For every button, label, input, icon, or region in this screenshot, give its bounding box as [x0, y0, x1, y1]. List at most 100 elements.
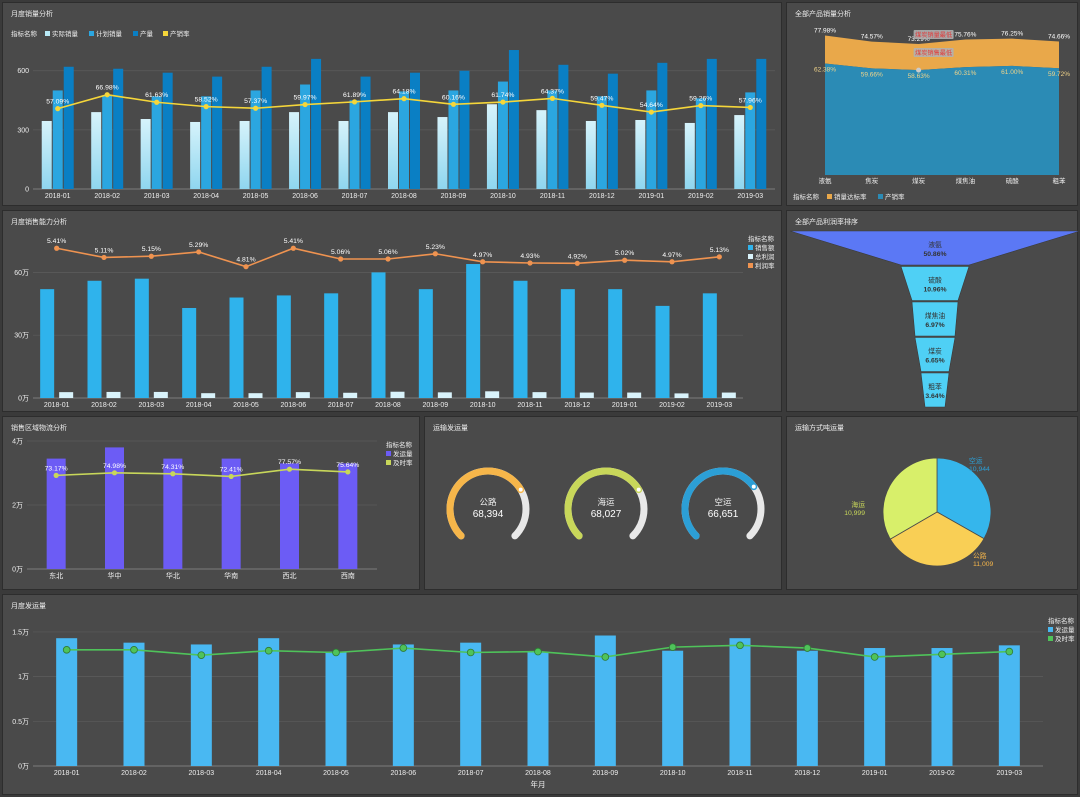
profit-funnel-chart: 液氨 50.86% 硫酸 10.96% 煤焦油 6.97% 煤炭 6.65% 粗苯 3.64% — [789, 230, 1080, 408]
panel-title: 运输方式吨运量 — [795, 425, 844, 432]
data-label: 76.25% — [1001, 31, 1023, 38]
funnel-segment — [789, 230, 1080, 266]
data-label: 4.92% — [568, 253, 587, 260]
panel-title: 全部产品利润率排序 — [795, 219, 858, 226]
bar — [190, 121, 201, 189]
y-tick-label: 1万 — [18, 673, 29, 681]
bar — [221, 458, 241, 569]
pie-label-value: 10,944 — [969, 466, 990, 473]
data-label: 57.09% — [46, 99, 69, 106]
data-label: 5.06% — [378, 249, 397, 256]
gauge-name: 空运 — [714, 497, 732, 507]
bar — [734, 115, 745, 189]
legend-swatch — [1048, 627, 1053, 632]
bar — [657, 62, 668, 190]
line-point — [170, 471, 176, 477]
x-tick-label: 煤焦油 — [956, 176, 976, 185]
data-label: 5.15% — [142, 246, 161, 253]
bar — [695, 98, 706, 189]
funnel-segment — [920, 372, 950, 408]
x-tick-label: 2018-05 — [233, 402, 259, 409]
pie-slice — [882, 457, 938, 540]
data-label: 59.47% — [590, 95, 613, 102]
bar — [261, 66, 272, 189]
data-label: 77.98% — [814, 28, 836, 35]
gauge-value: 68,027 — [591, 509, 622, 520]
legend-label: 产销率 — [885, 192, 905, 201]
legend-swatch — [827, 194, 832, 199]
y-tick-label: 2万 — [12, 502, 23, 510]
line-point — [101, 254, 107, 261]
monthly-sales-chart: 指标名称 实际销量 计划销量 产量 产销率 0 300 600 2018-01 2018-02 20… — [11, 29, 775, 200]
bar — [864, 648, 886, 766]
line-point — [148, 253, 154, 259]
data-label: 66.98% — [96, 85, 119, 92]
line-point — [196, 249, 202, 255]
y-tick-label: 60万 — [14, 269, 29, 277]
x-tick-label: 2018-06 — [390, 770, 416, 777]
legend-label: 销量达标率 — [834, 192, 867, 201]
x-tick-label: 西北 — [283, 572, 297, 580]
bar — [729, 638, 751, 766]
line-point — [345, 469, 351, 475]
x-tick-label: 2019-02 — [929, 770, 955, 777]
data-label: 73.29% — [908, 36, 930, 43]
funnel-segment — [900, 266, 970, 301]
panel-title: 月度发运量 — [11, 603, 46, 610]
legend-swatch — [386, 451, 391, 456]
bar — [448, 90, 459, 189]
x-tick-label: 2018-06 — [292, 193, 318, 200]
data-label: 59.72% — [1048, 71, 1070, 78]
annotation-text: 煤炭销售最低 — [915, 49, 952, 57]
bar — [596, 96, 607, 189]
y-tick-label: 0.5万 — [12, 718, 29, 726]
bar — [59, 392, 74, 398]
bar — [105, 447, 124, 569]
legend-label: 总利润 — [755, 252, 775, 261]
line-point — [747, 104, 753, 111]
data-label: 74.31% — [161, 464, 184, 471]
funnel-label: 煤炭 — [928, 347, 942, 356]
gauge-name: 公路 — [479, 497, 497, 507]
x-tick-label: 2018-04 — [256, 770, 282, 777]
line-point — [450, 101, 457, 107]
bar — [311, 58, 322, 190]
funnel-label: 液氨 — [928, 240, 942, 249]
legend-title: 指标名称 — [386, 440, 413, 449]
data-label: 73.17% — [45, 465, 68, 472]
bar — [674, 393, 689, 398]
line-point — [399, 644, 408, 652]
legend-swatch — [878, 194, 883, 199]
legend-swatch — [748, 245, 753, 250]
transport-volume-panel: 运输发运量 公路 68,394 海运 68,027 空运 66,651 — [424, 416, 782, 590]
profit-rank-panel: 全部产品利润率排序 液氨 50.86% 硫酸 10.96% 煤焦油 6.97% 煤炭 6.65… — [786, 210, 1080, 412]
bar — [410, 72, 420, 189]
line-point — [290, 245, 296, 251]
bar — [87, 280, 102, 398]
data-label: 5.06% — [331, 249, 350, 256]
bar — [662, 650, 684, 766]
x-tick-label: 2019-03 — [706, 402, 732, 409]
legend-label: 产销率 — [170, 29, 190, 38]
x-tick-label: 2018-10 — [470, 402, 496, 409]
line-point — [669, 259, 675, 265]
x-tick-label: 2018-10 — [660, 770, 686, 777]
bar — [295, 392, 310, 398]
transport-gauge-chart: 公路 68,394 海运 68,027 空运 66,651 — [446, 467, 765, 540]
line-point — [338, 256, 344, 262]
bar — [40, 289, 55, 398]
x-tick-label: 2018-06 — [280, 402, 306, 409]
legend-title: 指标名称 — [793, 192, 820, 201]
y-tick-label: 1.5万 — [12, 628, 29, 636]
bar — [300, 84, 311, 189]
data-label: 4.81% — [236, 257, 255, 264]
bar — [338, 120, 349, 189]
bar — [608, 289, 623, 398]
x-tick-label: 焦炭 — [865, 176, 879, 185]
data-label: 59.97% — [294, 95, 317, 102]
x-tick-label: 2019-01 — [862, 770, 888, 777]
line-point — [228, 473, 234, 480]
bar — [527, 651, 549, 766]
panel-title: 销售区域物流分析 — [11, 425, 67, 432]
bar — [248, 393, 263, 398]
